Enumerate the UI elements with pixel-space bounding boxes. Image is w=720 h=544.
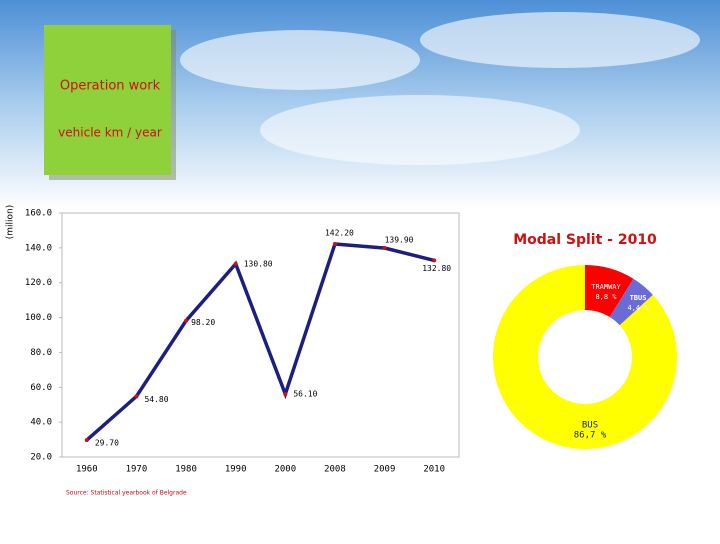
- y-tick-label: 20.0: [30, 453, 52, 463]
- source-note: Source: Statistical yearbook of Belgrade: [66, 490, 187, 497]
- plot-area: [61, 212, 460, 458]
- x-tick-label: 2008: [324, 465, 346, 475]
- slice-label: TBUS: [630, 294, 647, 302]
- slice-value-label: 8,8 %: [595, 293, 617, 301]
- cloud: [420, 12, 700, 68]
- y-tick-label: 40.0: [30, 418, 52, 428]
- data-label: 142.20: [325, 229, 354, 238]
- data-point: [382, 246, 387, 251]
- data-point: [233, 261, 238, 266]
- y-tick-label: 80.0: [30, 348, 52, 358]
- y-tick-label: 60.0: [30, 383, 52, 393]
- data-label: 56.10: [293, 390, 317, 399]
- data-label: 54.80: [144, 395, 168, 404]
- x-tick-label: 2000: [274, 465, 296, 475]
- data-point: [184, 318, 189, 323]
- x-tick-label: 1980: [175, 465, 197, 475]
- data-point: [283, 392, 288, 397]
- y-tick-label: 120.0: [25, 278, 52, 288]
- y-tick-label: 140.0: [25, 243, 52, 253]
- data-point: [432, 258, 437, 263]
- slice-label: TRAMWAY: [591, 283, 621, 291]
- pie-slice: [493, 265, 678, 449]
- x-tick-label: 1960: [76, 465, 98, 475]
- data-point: [84, 438, 89, 443]
- slice-value-label: 86,7 %: [574, 431, 607, 441]
- x-tick-label: 2009: [374, 465, 396, 475]
- title: Operation work: [60, 79, 161, 94]
- pie-title: Modal Split - 2010: [513, 232, 657, 248]
- data-label: 98.20: [191, 318, 215, 327]
- cloud: [260, 95, 580, 165]
- x-tick-label: 1970: [126, 465, 148, 475]
- data-point: [332, 242, 337, 247]
- slice-label: BUS: [582, 421, 598, 431]
- data-label: 139.90: [385, 236, 414, 245]
- pie-slice: [609, 278, 653, 326]
- x-tick-label: 1990: [225, 465, 247, 475]
- pie-slice: [585, 265, 634, 318]
- data-line: [85, 242, 435, 442]
- data-label: 132.80: [422, 264, 451, 273]
- slice-value-label: 4,4 %: [627, 304, 649, 312]
- title-box: [44, 25, 171, 175]
- y-axis-label: (milion): [6, 205, 16, 240]
- data-label: 130.80: [244, 259, 273, 268]
- cloud: [180, 30, 420, 90]
- data-label: 29.70: [95, 439, 119, 448]
- y-tick-label: 160.0: [25, 209, 52, 219]
- x-tick-label: 2010: [423, 465, 445, 475]
- subtitle: vehicle km / year: [58, 126, 162, 140]
- y-tick-label: 100.0: [25, 313, 52, 323]
- data-point: [134, 394, 139, 399]
